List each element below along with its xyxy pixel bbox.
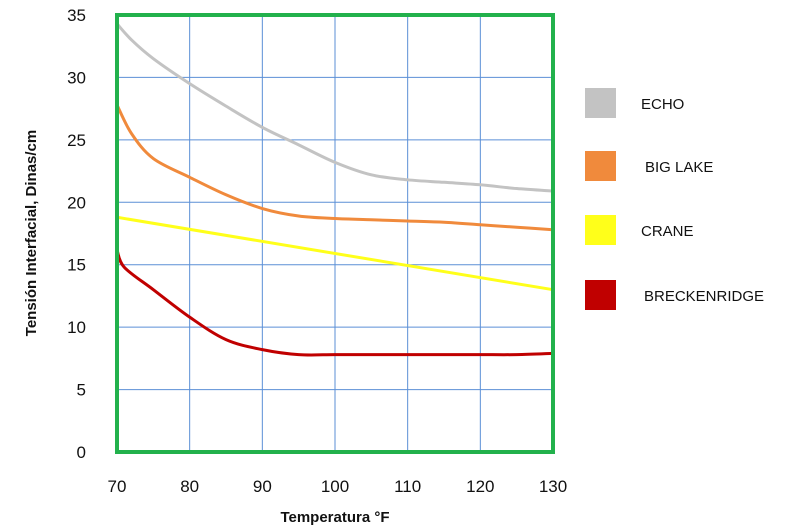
legend-label: CRANE [641, 223, 694, 240]
x-tick-label: 130 [539, 477, 567, 496]
legend-swatch [585, 88, 616, 118]
x-tick-label: 120 [466, 477, 494, 496]
y-tick-label: 30 [67, 68, 86, 87]
tick-labels: 70 80 90 100 110 120 130 0 5 10 15 20 25 30 35 [67, 6, 567, 496]
legend-swatch [585, 151, 616, 181]
plot-frame [115, 13, 555, 454]
y-tick-label: 15 [67, 256, 86, 275]
y-tick-label: 5 [77, 381, 86, 400]
x-tick-label: 70 [108, 477, 127, 496]
legend-label: BRECKENRIDGE [644, 288, 764, 305]
y-tick-label: 10 [67, 318, 86, 337]
grid-lines [116, 14, 554, 453]
legend-label: ECHO [641, 96, 684, 113]
x-tick-label: 80 [180, 477, 199, 496]
y-tick-label: 20 [67, 193, 86, 212]
y-axis-title: Tensión Interfacial, Dinas/cm [23, 130, 40, 336]
series-line-breckenridge [115, 248, 555, 357]
x-tick-label: 110 [394, 477, 421, 496]
x-axis-title: Temperatura °F [280, 509, 389, 526]
legend: ECHO BIG LAKE CRANE BRECKENRIDGE [585, 88, 764, 310]
series-line-echo [115, 22, 555, 193]
y-tick-label: 25 [67, 131, 86, 150]
legend-swatch [585, 280, 616, 310]
series-line-crane [115, 215, 555, 292]
series-line-big-lake [115, 103, 555, 232]
y-tick-label: 35 [67, 6, 86, 25]
x-tick-label: 90 [253, 477, 272, 496]
y-tick-label: 0 [77, 443, 86, 462]
legend-label: BIG LAKE [645, 159, 713, 176]
x-tick-label: 100 [321, 477, 349, 496]
legend-swatch [585, 215, 616, 245]
series-lines [115, 22, 555, 357]
